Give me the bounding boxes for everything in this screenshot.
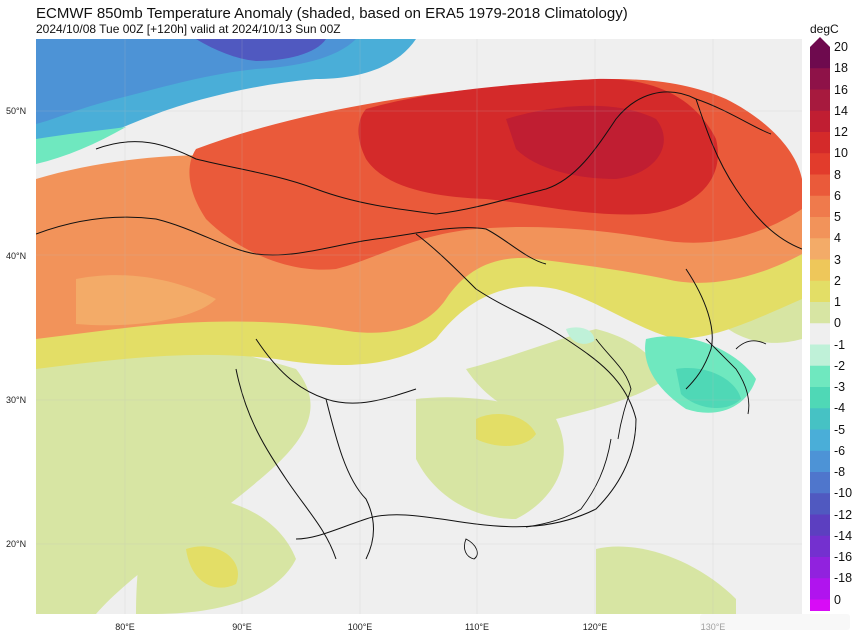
colorbar-unit: degC — [810, 22, 839, 36]
colorbar-tick-label: 16 — [834, 82, 848, 97]
colorbar-tick-label: 0 — [834, 592, 841, 607]
watermark-logo — [700, 614, 850, 630]
colorbar-tick-label: 5 — [834, 210, 841, 224]
map-title: ECMWF 850mb Temperature Anomaly (shaded,… — [36, 5, 628, 22]
colorbar-tick-label: 3 — [834, 252, 841, 267]
coastlines — [463, 338, 767, 560]
colorbar-swatch — [810, 132, 830, 154]
colorbar-swatch — [810, 259, 830, 282]
colorbar-swatch — [810, 195, 830, 218]
colorbar-tick-label: 12 — [834, 125, 848, 139]
graticule — [36, 39, 802, 614]
colorbar-swatch — [810, 217, 830, 239]
colorbar-swatch — [810, 557, 830, 579]
colorbar-tick-label: -6 — [834, 443, 846, 458]
colorbar-swatch — [810, 238, 830, 260]
colorbar-swatch — [810, 450, 830, 473]
colorbar-swatch — [810, 387, 830, 409]
lat-label-50n: 50°N — [6, 106, 27, 116]
colorbar-swatch — [810, 472, 830, 494]
colorbar-tick-label: -5 — [834, 422, 846, 437]
colorbar-tick-label: 20 — [834, 40, 848, 54]
anomaly-map — [36, 39, 802, 614]
colorbar-tick-label: 8 — [834, 167, 841, 182]
colorbar-tick-label: -14 — [834, 528, 853, 543]
colorbar-tick-label: -4 — [834, 401, 846, 416]
colorbar-tick-label: 18 — [834, 61, 848, 76]
colorbar-swatch — [810, 174, 830, 197]
lat-label-30n: 30°N — [6, 395, 27, 405]
colorbar-tick-label: -1 — [834, 337, 846, 352]
colorbar-tick-label: -8 — [834, 465, 846, 479]
colorbar-swatch — [810, 599, 830, 611]
colorbar-swatch — [810, 365, 830, 388]
colorbar — [810, 37, 830, 611]
colorbar-tick-label: -10 — [834, 486, 853, 501]
colorbar-tick-label: -16 — [834, 550, 853, 564]
map-canvas — [36, 39, 802, 614]
map-subtitle: 2024/10/08 Tue 00Z [+120h] valid at 2024… — [36, 22, 341, 36]
colorbar-tick-label: -3 — [834, 380, 846, 394]
lon-label-120e: 120°E — [582, 622, 608, 632]
colorbar-tick-label: 10 — [834, 146, 848, 161]
colorbar-swatch — [810, 344, 830, 367]
colorbar-swatch — [810, 493, 830, 515]
cool-east-patches — [566, 327, 756, 413]
colorbar-tick-label: 0 — [834, 316, 841, 331]
lon-label-80e: 80°E — [115, 622, 135, 632]
colorbar-tick-label: 1 — [834, 295, 841, 309]
colorbar-swatch — [810, 89, 830, 112]
colorbar-tick-label: 2 — [834, 273, 841, 288]
colorbar-swatch — [810, 153, 830, 175]
colorbar-tick-label: 6 — [834, 188, 841, 203]
colorbar-swatch — [810, 302, 830, 324]
colorbar-swatch — [810, 280, 830, 303]
lon-label-100e: 100°E — [347, 622, 373, 632]
colorbar-swatch — [810, 408, 830, 430]
colorbar-swatch — [810, 578, 830, 600]
colorbar-swatch — [810, 514, 830, 537]
colorbar-swatch — [810, 47, 830, 69]
lat-label-20n: 20°N — [6, 539, 27, 549]
colorbar-tick-label: -12 — [834, 507, 853, 522]
red-core — [358, 78, 718, 215]
cold-nw-corner — [36, 39, 416, 164]
colorbar-tick-label: 14 — [834, 103, 848, 118]
lon-label-90e: 90°E — [232, 622, 252, 632]
colorbar-swatch — [810, 535, 830, 558]
country-boundaries — [36, 91, 802, 560]
colorbar-swatch — [810, 323, 830, 345]
colorbar-swatch — [810, 110, 830, 133]
lat-label-40n: 40°N — [6, 251, 27, 261]
colorbar-swatch — [810, 429, 830, 452]
colorbar-swatch — [810, 68, 830, 90]
colorbar-tick-label: 4 — [834, 231, 841, 246]
colorbar-tick-label: -18 — [834, 571, 853, 586]
colorbar-tick-label: -2 — [834, 358, 846, 373]
lon-label-110e: 110°E — [465, 622, 489, 632]
colorbar-top-arrow — [810, 37, 830, 47]
